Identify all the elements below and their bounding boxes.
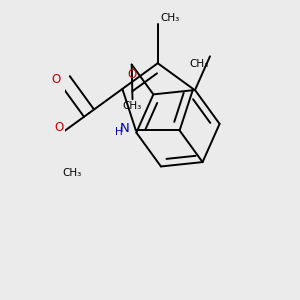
Text: CH₃: CH₃ bbox=[63, 168, 82, 178]
Text: H: H bbox=[115, 127, 123, 137]
Text: O: O bbox=[52, 73, 61, 86]
Text: N: N bbox=[120, 122, 130, 135]
Text: O: O bbox=[54, 121, 64, 134]
Text: CH₃: CH₃ bbox=[161, 13, 180, 22]
Text: O: O bbox=[127, 68, 136, 81]
Text: CH₃: CH₃ bbox=[189, 59, 208, 69]
Text: CH₃: CH₃ bbox=[123, 101, 142, 111]
